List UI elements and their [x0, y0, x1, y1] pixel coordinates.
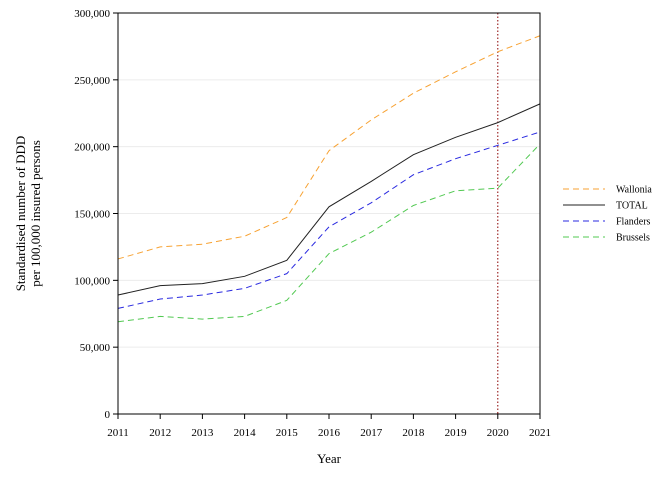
y-tick-label: 150,000 — [74, 209, 110, 221]
y-tick-label: 100,000 — [74, 275, 110, 287]
y-axis: 0 50,000 100,000 150,000 200,000 250,000 300,0… — [74, 8, 118, 421]
series-line-flanders — [117, 131, 541, 309]
x-tick-label: 2016 — [318, 427, 341, 439]
series-lines — [117, 35, 541, 323]
x-tick-label: 2021 — [529, 427, 551, 439]
x-tick-label: 2015 — [276, 427, 299, 439]
x-axis-title: Year — [317, 451, 342, 466]
legend-label-brussels: Brussels — [616, 233, 650, 244]
x-tick-label: 2011 — [107, 427, 129, 439]
x-tick-label: 2012 — [149, 427, 171, 439]
legend-label-wallonia: Wallonia — [616, 185, 652, 196]
x-tick-label: 2013 — [191, 427, 214, 439]
x-axis: 2011 2012 2013 2014 2015 2016 2017 2018 2019 2020… — [107, 414, 551, 439]
x-tick-label: 2014 — [234, 427, 257, 439]
legend: Wallonia TOTAL Flanders Brussels — [563, 185, 652, 244]
series-line-wallonia — [117, 35, 541, 260]
x-tick-label: 2020 — [487, 427, 510, 439]
legend-label-flanders: Flanders — [616, 217, 651, 228]
y-tick-label: 200,000 — [74, 142, 110, 154]
x-tick-label: 2019 — [445, 427, 468, 439]
y-axis-title-line-1: Standardised number of DDD — [13, 136, 28, 292]
y-tick-label: 0 — [105, 409, 111, 421]
y-tick-label: 50,000 — [80, 342, 111, 354]
legend-label-total: TOTAL — [616, 201, 648, 212]
x-tick-label: 2017 — [360, 427, 383, 439]
y-tick-label: 250,000 — [74, 75, 110, 87]
y-axis-title-line-2: per 100,000 insured persons — [28, 140, 43, 287]
series-line-brussels — [117, 143, 541, 323]
x-tick-label: 2018 — [402, 427, 425, 439]
series-line-total — [117, 103, 541, 296]
y-tick-label: 300,000 — [74, 8, 110, 20]
